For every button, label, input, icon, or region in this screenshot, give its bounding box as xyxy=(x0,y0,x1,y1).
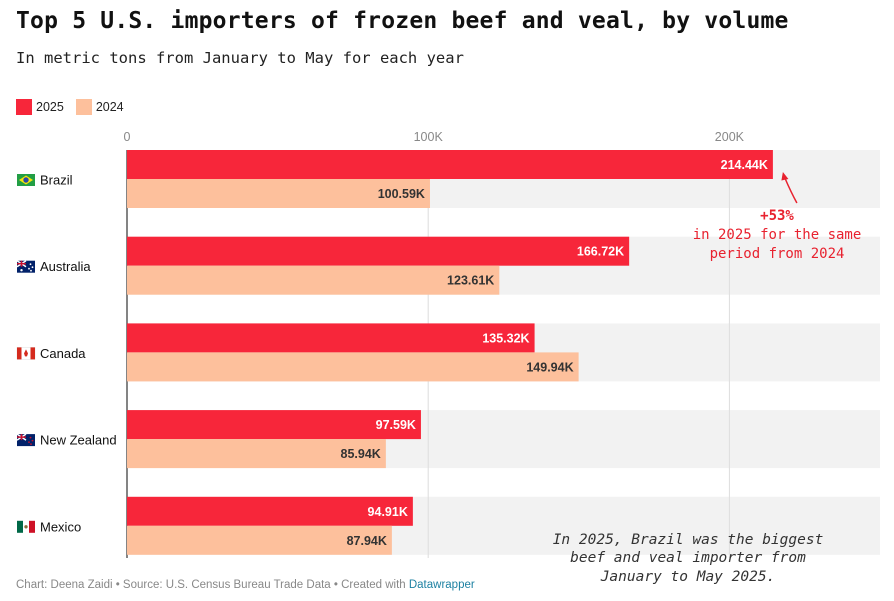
bar-2024 xyxy=(127,525,392,555)
bar-2025 xyxy=(127,410,421,440)
australia-flag-icon xyxy=(16,260,35,273)
value-label: 123.61K xyxy=(447,274,494,288)
category-label: Brazil xyxy=(40,173,73,188)
flag-star xyxy=(31,266,34,269)
footer-text: Chart: Deena Zaidi • Source: U.S. Census… xyxy=(16,579,409,591)
labels: 0 100K 200K 214.44K 100.59K 166.72K 123.61K 135… xyxy=(16,130,768,548)
flag-star xyxy=(28,441,30,443)
mexico-flag-icon xyxy=(17,520,35,533)
x-tick-label: 100K xyxy=(414,130,444,144)
chart-title: Top 5 U.S. importers of frozen beef and … xyxy=(16,8,789,34)
bar-2025 xyxy=(127,150,773,179)
flag-emblem xyxy=(24,525,28,529)
legend-swatch-2024 xyxy=(75,99,92,115)
category-label: New Zealand xyxy=(40,433,117,448)
value-label: 100.59K xyxy=(378,187,425,201)
category-label: Canada xyxy=(40,346,86,361)
flag-star xyxy=(31,439,34,442)
flag-globe xyxy=(23,177,29,183)
bar-2024 xyxy=(127,265,500,295)
flag-band xyxy=(29,520,35,533)
annotation-text-line: period from 2024 xyxy=(710,246,845,262)
legend: 2025 2024 xyxy=(16,99,136,115)
datawrapper-link[interactable]: Datawrapper xyxy=(408,579,475,591)
flag-band xyxy=(17,520,23,533)
flag-leaf xyxy=(24,349,28,357)
value-label: 149.94K xyxy=(526,360,573,374)
bar-2025 xyxy=(127,323,535,353)
legend-swatch-2025 xyxy=(16,99,32,115)
annotation-text-line: January to May 2025. xyxy=(600,569,776,585)
category-label: Australia xyxy=(40,259,91,274)
annotation-arrow xyxy=(784,177,798,204)
x-tick-label: 0 xyxy=(124,130,131,144)
bar-2024 xyxy=(127,179,430,208)
legend-label-2024: 2024 xyxy=(95,100,124,114)
annotation-text-line: in 2025 for the same xyxy=(693,227,862,243)
bar-2025 xyxy=(127,236,630,266)
value-label: 87.94K xyxy=(347,534,387,548)
value-label: 135.32K xyxy=(482,331,529,345)
footer-credit: Chart: Deena Zaidi • Source: U.S. Census… xyxy=(16,579,475,591)
value-label: 214.44K xyxy=(721,158,768,172)
annotation-text-line: In 2025, Brazil was the biggest xyxy=(553,532,824,548)
flag-star xyxy=(20,269,23,272)
legend-item-2025: 2025 xyxy=(16,99,64,115)
brazil-flag-icon xyxy=(17,174,35,186)
bar-2024 xyxy=(127,352,579,382)
canada-flag-icon xyxy=(16,347,36,360)
value-label: 97.59K xyxy=(376,418,416,432)
x-tick-label: 200K xyxy=(715,130,745,144)
flag-star xyxy=(29,263,32,266)
bars xyxy=(127,150,773,555)
flag-band xyxy=(17,347,22,360)
value-label: 94.91K xyxy=(368,505,408,519)
flag-star xyxy=(30,269,32,272)
value-label: 166.72K xyxy=(577,245,624,259)
legend-label-2025: 2025 xyxy=(36,100,64,114)
annotations: +53% in 2025 for the same period from 2024… xyxy=(553,172,862,585)
bar-2024 xyxy=(127,439,386,469)
bar-2025 xyxy=(127,496,413,526)
chart-subtitle: In metric tons from January to May for e… xyxy=(16,49,464,67)
flag-star xyxy=(29,436,32,439)
flag-star xyxy=(30,443,32,445)
annotation-text-line: beef and veal importer from xyxy=(570,550,806,566)
value-label: 85.94K xyxy=(341,447,381,461)
legend-item-2024: 2024 xyxy=(75,99,124,115)
annotation-text-line: +53% xyxy=(760,208,794,224)
flag-star xyxy=(28,267,30,270)
new-zealand-flag-icon xyxy=(16,433,35,447)
flag-band xyxy=(30,347,35,360)
category-label: Mexico xyxy=(40,519,81,534)
annotation-arrowhead xyxy=(781,172,789,181)
